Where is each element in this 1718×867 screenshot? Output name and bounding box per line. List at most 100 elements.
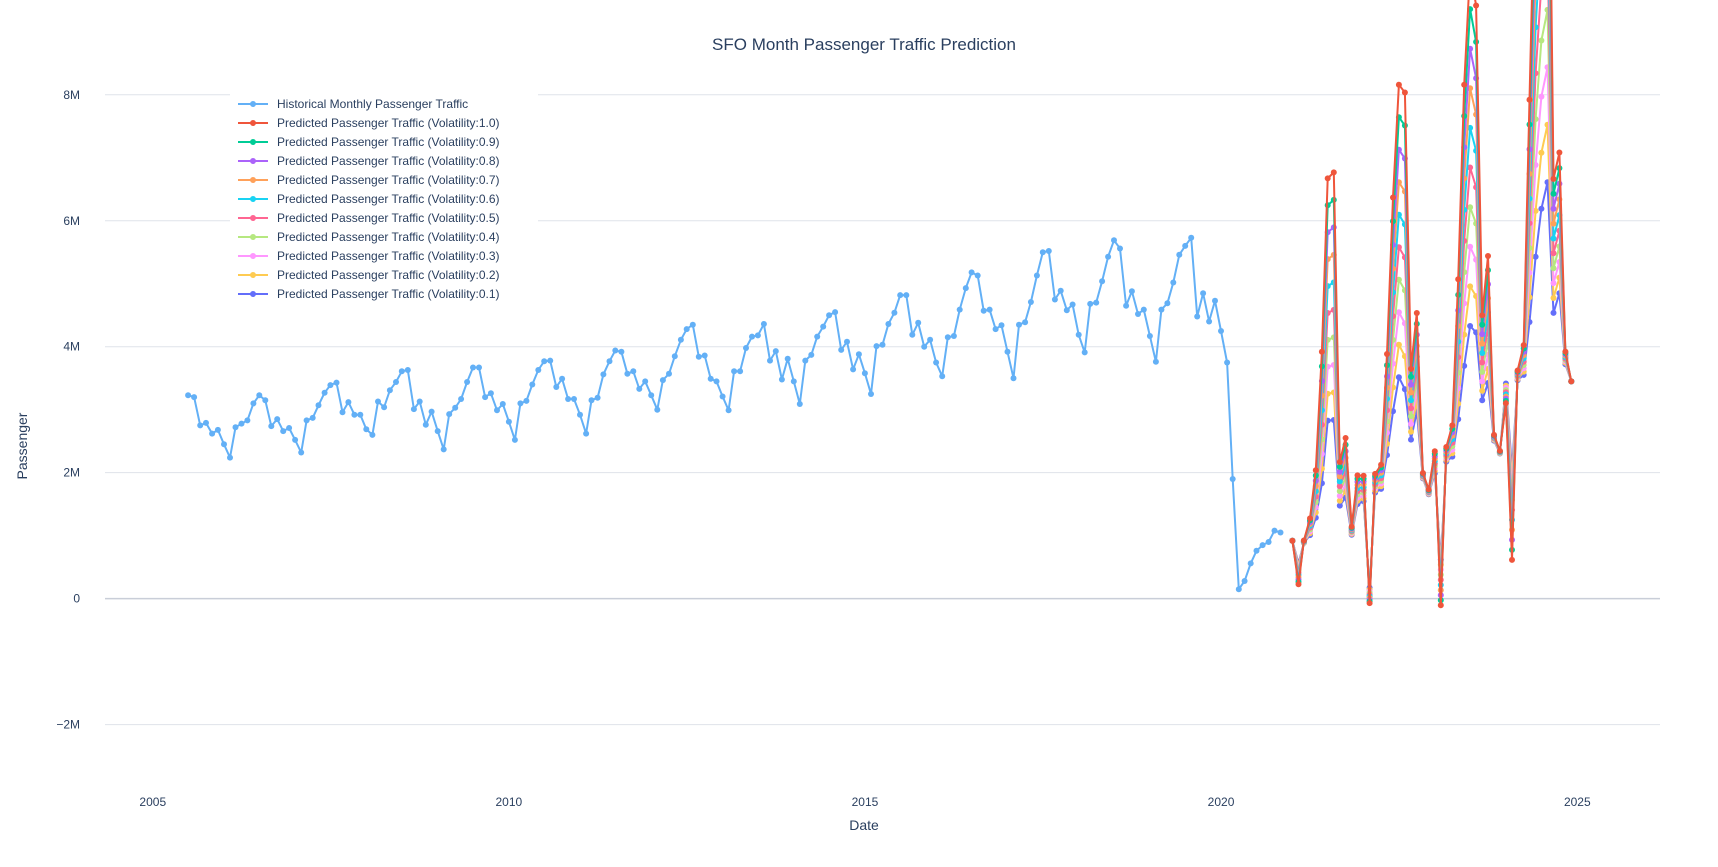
data-point xyxy=(1408,381,1414,388)
data-point xyxy=(1135,311,1141,317)
data-point xyxy=(1140,306,1147,313)
legend-swatch-marker xyxy=(250,177,256,183)
data-point xyxy=(1550,220,1557,227)
data-point xyxy=(1300,537,1307,544)
data-point xyxy=(535,367,542,373)
data-point xyxy=(986,306,993,313)
data-point xyxy=(1467,283,1474,290)
data-point xyxy=(1568,378,1575,385)
data-point xyxy=(933,359,940,366)
x-tick-label: 2025 xyxy=(1564,795,1591,809)
data-point xyxy=(648,392,655,399)
data-point xyxy=(262,397,269,404)
data-point xyxy=(197,422,204,429)
data-point xyxy=(1289,537,1296,544)
data-point xyxy=(820,323,827,330)
data-point xyxy=(577,411,583,418)
data-point xyxy=(1336,502,1343,509)
data-point xyxy=(1336,468,1343,475)
legend-item[interactable]: Predicted Passenger Traffic (Volatility:… xyxy=(238,268,500,282)
legend-item[interactable]: Predicted Passenger Traffic (Volatility:… xyxy=(238,287,500,301)
data-point xyxy=(1443,444,1450,450)
data-point xyxy=(855,351,862,358)
legend-item[interactable]: Predicted Passenger Traffic (Volatility:… xyxy=(238,192,500,206)
data-point xyxy=(1520,342,1527,349)
data-point xyxy=(1395,341,1402,348)
legend-label: Predicted Passenger Traffic (Volatility:… xyxy=(277,154,500,168)
data-point xyxy=(921,343,928,350)
data-point xyxy=(624,370,631,377)
data-point xyxy=(642,378,649,385)
data-point xyxy=(1016,321,1022,328)
data-point xyxy=(1550,280,1557,287)
legend[interactable]: Historical Monthly Passenger Traffic Pred… xyxy=(230,90,538,307)
data-point xyxy=(1431,448,1438,455)
data-point xyxy=(939,373,946,380)
data-point xyxy=(256,392,263,399)
legend-swatch-marker xyxy=(250,215,256,221)
data-point xyxy=(1395,309,1402,316)
data-point xyxy=(1538,149,1545,156)
data-point xyxy=(1342,435,1349,441)
legend-item[interactable]: Predicted Passenger Traffic (Volatility:… xyxy=(238,230,500,244)
data-point xyxy=(974,272,981,279)
data-point xyxy=(1395,374,1402,381)
data-point xyxy=(944,334,951,341)
data-point xyxy=(1479,378,1486,385)
data-point xyxy=(1419,470,1426,476)
data-point xyxy=(1004,348,1011,355)
legend-item[interactable]: Predicted Passenger Traffic (Volatility:… xyxy=(238,154,500,168)
data-point xyxy=(1479,350,1486,356)
series-vol-1 xyxy=(1289,0,1575,609)
data-point xyxy=(386,387,393,394)
data-point xyxy=(1449,422,1456,429)
legend-item[interactable]: Predicted Passenger Traffic (Volatility:… xyxy=(238,211,500,225)
data-point xyxy=(850,366,857,373)
data-point xyxy=(434,428,441,435)
data-point xyxy=(1027,299,1034,305)
data-point xyxy=(1413,310,1420,316)
legend-item[interactable]: Predicted Passenger Traffic (Volatility:… xyxy=(238,249,500,263)
data-point xyxy=(1265,539,1272,545)
legend-label: Predicted Passenger Traffic (Volatility:… xyxy=(277,249,500,263)
data-point xyxy=(209,430,216,437)
data-point xyxy=(309,414,316,421)
data-point xyxy=(1360,472,1367,479)
legend-item[interactable]: Predicted Passenger Traffic (Volatility:… xyxy=(238,173,500,187)
data-point xyxy=(802,357,809,364)
legend-item[interactable]: Predicted Passenger Traffic (Volatility:… xyxy=(238,116,500,130)
data-point xyxy=(767,357,773,364)
data-point xyxy=(1336,497,1343,504)
legend-item[interactable]: Historical Monthly Passenger Traffic xyxy=(238,97,468,111)
data-point xyxy=(458,396,465,402)
data-point xyxy=(832,309,839,316)
data-point xyxy=(268,423,275,430)
data-point xyxy=(565,396,572,402)
legend-swatch-marker xyxy=(250,120,256,126)
data-point xyxy=(778,376,785,383)
data-point xyxy=(393,379,399,385)
data-point xyxy=(1033,272,1040,279)
data-point xyxy=(1395,276,1402,283)
data-point xyxy=(826,312,833,319)
data-point xyxy=(1253,547,1260,554)
data-point xyxy=(452,404,459,411)
data-point xyxy=(1408,420,1414,427)
data-point xyxy=(1099,278,1106,285)
data-point xyxy=(630,368,637,375)
data-point xyxy=(1247,560,1254,567)
data-point xyxy=(1372,470,1379,477)
data-point xyxy=(1348,523,1355,530)
data-point xyxy=(1408,365,1414,372)
data-point xyxy=(1562,348,1569,355)
data-point xyxy=(1224,359,1231,366)
data-point xyxy=(1408,428,1414,435)
data-point xyxy=(274,416,281,423)
data-point xyxy=(351,411,358,418)
legend-item[interactable]: Predicted Passenger Traffic (Volatility:… xyxy=(238,135,500,149)
data-point xyxy=(719,393,726,400)
data-point xyxy=(1526,96,1533,103)
data-point xyxy=(838,346,845,353)
data-point xyxy=(814,333,821,340)
